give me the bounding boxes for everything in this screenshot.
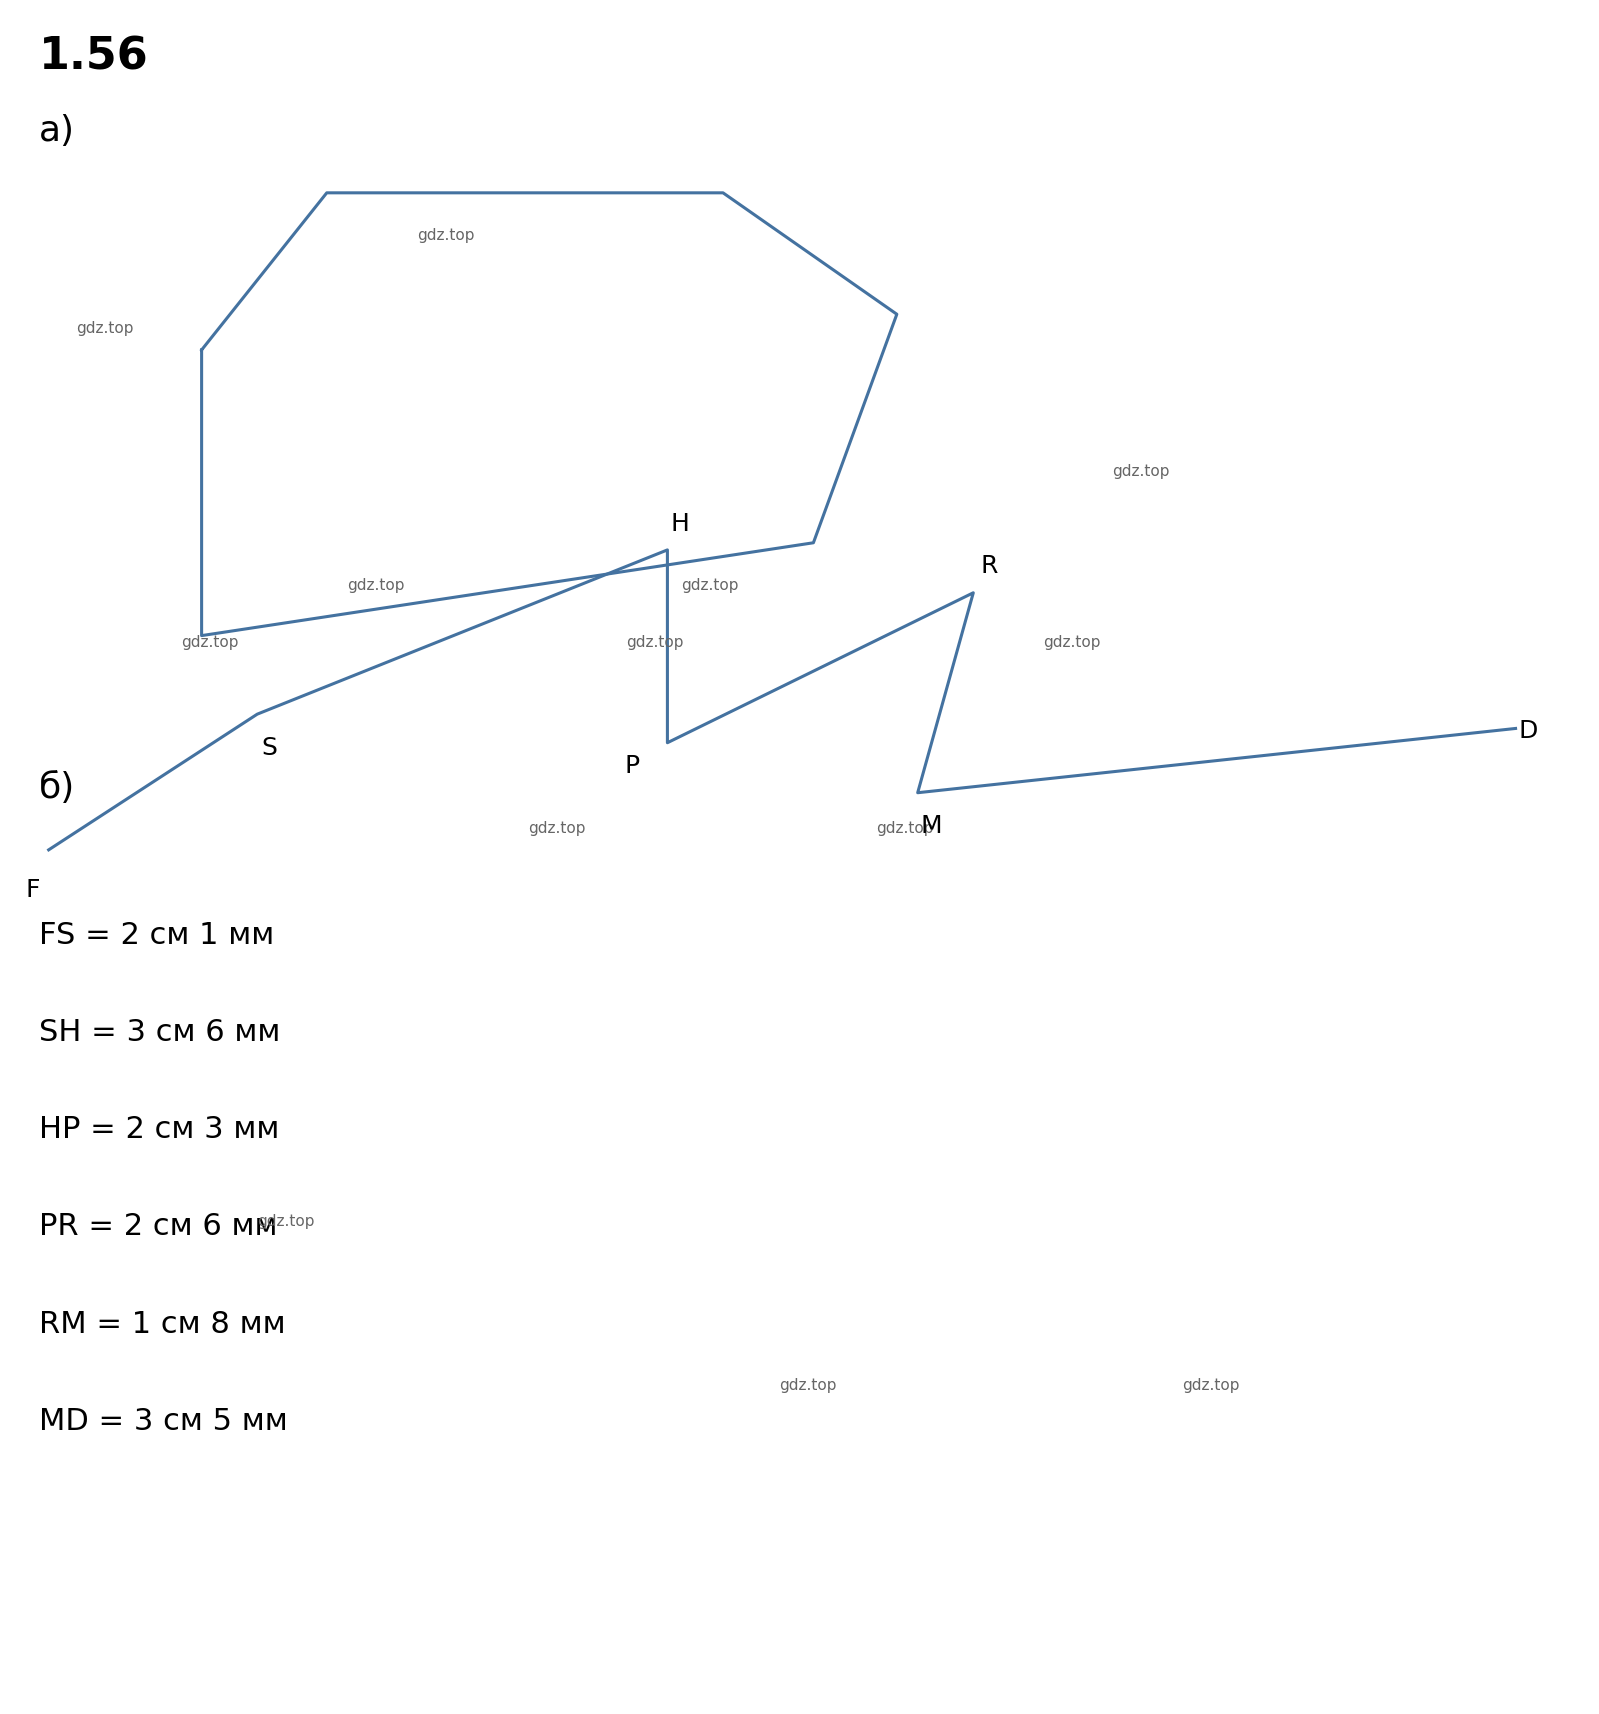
Text: gdz.top: gdz.top: [625, 636, 683, 650]
Text: gdz.top: gdz.top: [1113, 464, 1170, 478]
Text: SH = 3 см 6 мм: SH = 3 см 6 мм: [38, 1018, 280, 1047]
Text: а): а): [38, 115, 75, 149]
Text: S: S: [261, 735, 277, 759]
Text: gdz.top: gdz.top: [347, 578, 405, 593]
Text: FS = 2 см 1 мм: FS = 2 см 1 мм: [38, 920, 273, 950]
Text: F: F: [26, 879, 40, 903]
Text: gdz.top: gdz.top: [257, 1214, 315, 1229]
Text: MD = 3 см 5 мм: MD = 3 см 5 мм: [38, 1407, 288, 1436]
Text: gdz.top: gdz.top: [876, 821, 934, 836]
Text: H: H: [670, 511, 689, 536]
Text: RM = 1 см 8 мм: RM = 1 см 8 мм: [38, 1309, 286, 1339]
Text: PR = 2 см 6 мм: PR = 2 см 6 мм: [38, 1212, 278, 1241]
Text: gdz.top: gdz.top: [181, 636, 238, 650]
Text: R: R: [980, 554, 998, 579]
Text: gdz.top: gdz.top: [779, 1378, 836, 1393]
Text: gdz.top: gdz.top: [528, 821, 585, 836]
Text: gdz.top: gdz.top: [681, 578, 739, 593]
Text: б): б): [38, 771, 75, 806]
Text: D: D: [1519, 720, 1538, 744]
Text: 1.56: 1.56: [38, 36, 149, 79]
Text: gdz.top: gdz.top: [77, 321, 134, 336]
Text: HP = 2 см 3 мм: HP = 2 см 3 мм: [38, 1116, 280, 1145]
Text: gdz.top: gdz.top: [1182, 1378, 1239, 1393]
Text: gdz.top: gdz.top: [417, 228, 475, 243]
Text: M: M: [921, 814, 942, 838]
Text: P: P: [625, 754, 640, 778]
Text: gdz.top: gdz.top: [1043, 636, 1100, 650]
